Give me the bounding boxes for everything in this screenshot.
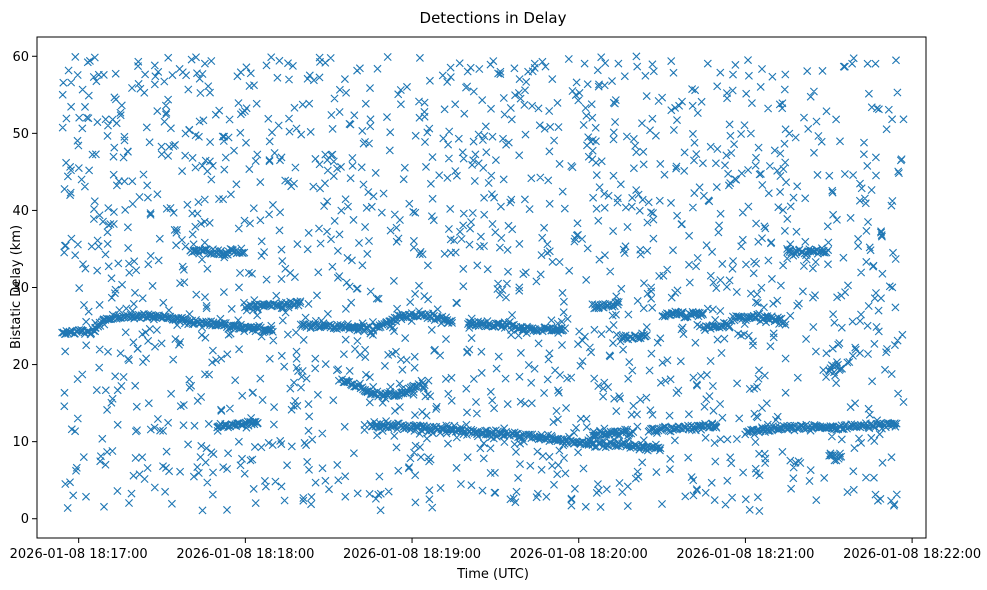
y-tick-label: 0 [21, 512, 29, 527]
y-axis: 0 10 20 30 40 50 60 [12, 50, 37, 527]
x-axis: 2026-01-08 18:17:00 2026-01-08 18:18:00 20… [10, 538, 981, 562]
y-tick-label: 60 [12, 50, 29, 65]
x-tick-label: 2026-01-08 18:22:00 [843, 547, 981, 562]
x-axis-label: Time (UTC) [456, 567, 529, 582]
x-tick-label: 2026-01-08 18:20:00 [510, 547, 648, 562]
y-tick-label: 40 [12, 204, 29, 219]
detection-markers [58, 52, 908, 515]
y-axis-label: Bistatic Delay (km) [9, 225, 24, 349]
data-points [58, 52, 908, 515]
x-tick-label: 2026-01-08 18:18:00 [176, 547, 314, 562]
y-tick-label: 30 [12, 281, 29, 296]
y-tick-label: 20 [12, 358, 29, 373]
chart-title: Detections in Delay [420, 9, 567, 27]
x-tick-label: 2026-01-08 18:17:00 [10, 547, 148, 562]
x-tick-label: 2026-01-08 18:21:00 [676, 547, 814, 562]
x-tick-label: 2026-01-08 18:19:00 [343, 547, 481, 562]
y-tick-label: 50 [12, 127, 29, 142]
y-tick-label: 10 [12, 435, 29, 450]
